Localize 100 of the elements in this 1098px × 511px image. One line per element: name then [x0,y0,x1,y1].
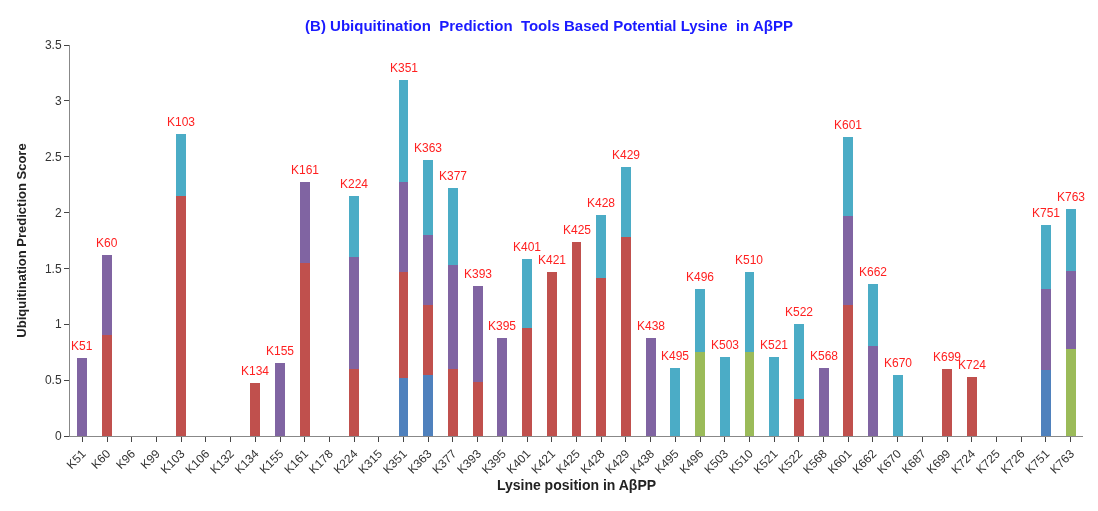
y-tick-label: 1.5 [44,261,62,276]
annotation: K670 [884,356,913,370]
bar [423,305,434,375]
bar [620,237,631,436]
annotation: K425 [563,223,592,237]
bar [670,367,681,436]
bar [398,182,409,272]
annotation: K393 [464,267,493,281]
bar [497,337,508,436]
bar [1065,270,1076,349]
annotation: K601 [834,118,863,132]
bar [744,271,755,353]
annotation: K522 [785,305,814,319]
bar [448,368,458,436]
annotation: K60 [96,236,118,250]
bar [843,215,854,306]
x-tick-label: K51 [63,446,89,472]
bar [398,271,409,378]
bar [102,255,112,336]
bar [102,335,112,436]
bar [695,352,705,436]
bar [522,327,533,436]
y-axis-title: Ubiquitination Prediction Score [13,143,29,338]
bar [843,305,854,436]
annotation: K429 [612,148,641,162]
bar [942,368,953,436]
bar [398,377,409,436]
bar [448,187,458,266]
bar [1041,224,1051,289]
chart-title: (B) Ubiquitination Prediction Tools Based Potential Lysine in AβPP [305,16,793,34]
annotation: K495 [661,349,690,363]
bar [892,374,903,436]
bar [472,286,483,383]
bar [645,337,656,436]
annotation: K662 [859,265,888,279]
bar [522,259,533,328]
bar [423,234,434,306]
y-tick-label: 2.5 [44,149,62,164]
bar [868,345,878,436]
bar [275,363,285,436]
annotation: K751 [1032,206,1061,220]
bar [843,136,854,216]
annotation: K395 [488,319,517,333]
annotation: K377 [439,169,468,183]
bar [176,195,187,436]
x-axis-title: Lysine position in AβPP [496,476,657,493]
bar [77,357,88,436]
annotation: K155 [266,344,295,358]
y-tick-label: 3 [54,94,62,109]
annotation: K568 [810,349,839,363]
bar [620,166,631,238]
bar [596,214,607,279]
bar [818,367,829,436]
annotation: K351 [390,61,419,75]
annotation: K763 [1057,190,1086,204]
bar [966,376,977,436]
bar [1041,370,1051,436]
bar [719,356,730,436]
bar [596,278,607,436]
annotation: K401 [513,240,542,254]
bar [868,284,878,346]
annotation: K51 [71,339,93,353]
y-tick-label: 0 [54,429,62,444]
annotation: K510 [735,253,764,267]
bar [546,271,557,436]
bar [299,262,310,436]
y-tick-label: 3.5 [44,38,62,53]
annotation: K134 [241,364,270,378]
annotation: K421 [538,253,567,267]
bar [349,368,360,436]
x-tick-label: K96 [113,446,139,472]
bar [1041,288,1051,371]
annotation: K161 [291,163,320,177]
bar [1065,209,1076,271]
bar [695,288,705,353]
bar [793,399,804,436]
bar [349,195,360,258]
bar [423,160,434,235]
x-tick-label: K60 [88,446,114,472]
annotation: K521 [760,338,789,352]
bar [769,356,780,436]
bar [472,382,483,436]
bar [793,324,804,400]
y-tick-label: 1 [54,317,62,332]
bar [398,79,409,183]
annotation: K224 [340,177,369,191]
bar [448,265,458,369]
annotation: K103 [167,115,196,129]
bar [176,134,187,196]
bar [423,374,434,436]
annotation: K438 [637,319,666,333]
annotation: K496 [686,270,715,284]
y-tick-label: 2 [54,205,62,220]
annotation: K503 [711,338,740,352]
bar [744,352,755,436]
annotation: K428 [587,196,616,210]
y-tick-label: 0.5 [44,373,62,388]
bar [1065,348,1076,436]
bar [349,257,360,369]
bar [571,241,582,436]
